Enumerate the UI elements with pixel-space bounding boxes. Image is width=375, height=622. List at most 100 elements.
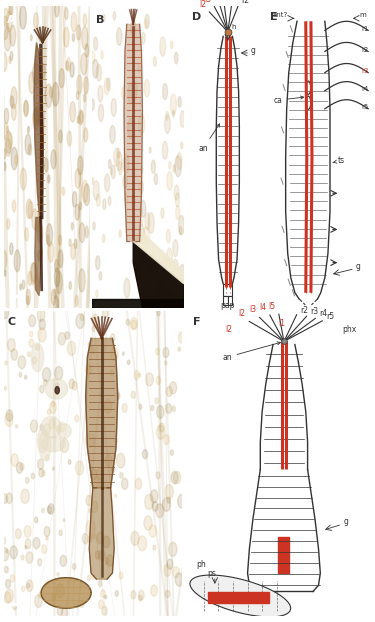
Circle shape [142,32,145,44]
Circle shape [92,178,94,185]
Circle shape [63,519,65,522]
Circle shape [138,65,140,73]
Circle shape [93,60,98,78]
Circle shape [144,516,152,530]
Circle shape [49,419,55,429]
Circle shape [170,382,177,394]
Polygon shape [228,296,232,305]
Circle shape [3,162,6,170]
Circle shape [162,256,166,271]
Circle shape [140,208,142,216]
Circle shape [138,373,141,377]
Circle shape [72,381,77,390]
Circle shape [119,572,123,579]
Circle shape [72,34,75,42]
Circle shape [21,555,24,560]
Circle shape [15,424,18,428]
Circle shape [55,259,58,272]
Circle shape [159,423,164,432]
Circle shape [111,348,118,361]
Circle shape [4,386,6,390]
Circle shape [38,328,46,342]
Text: r1: r1 [234,0,242,2]
Circle shape [59,68,64,88]
Circle shape [28,144,32,156]
Circle shape [29,339,34,347]
Circle shape [115,494,117,498]
Circle shape [116,302,118,312]
Circle shape [96,194,100,207]
Circle shape [166,386,172,397]
Circle shape [8,133,12,149]
Circle shape [119,230,121,237]
Circle shape [105,595,106,599]
Ellipse shape [38,428,48,453]
Circle shape [104,399,112,413]
Circle shape [99,272,102,280]
Circle shape [130,318,137,330]
Circle shape [42,545,46,554]
Circle shape [11,86,17,109]
Circle shape [78,269,85,292]
Circle shape [175,193,180,207]
Circle shape [146,373,153,386]
Text: g: g [251,46,256,55]
Circle shape [19,372,22,377]
Circle shape [34,517,38,522]
Circle shape [80,314,84,320]
Circle shape [157,425,165,439]
Circle shape [20,168,27,190]
Circle shape [122,478,128,490]
Circle shape [96,290,98,297]
Circle shape [151,160,155,174]
Circle shape [131,391,135,399]
Ellipse shape [85,434,94,447]
Text: l5: l5 [268,302,275,311]
Ellipse shape [31,343,44,371]
Circle shape [51,593,56,601]
Circle shape [10,51,13,60]
Circle shape [167,497,171,503]
Polygon shape [89,488,114,579]
Text: r3: r3 [310,307,318,316]
Circle shape [46,580,49,585]
Circle shape [111,98,116,116]
Circle shape [62,187,64,195]
Circle shape [139,225,145,245]
Circle shape [69,282,71,290]
Circle shape [99,600,104,609]
Circle shape [150,490,158,503]
Circle shape [48,504,54,514]
Circle shape [169,161,171,169]
Circle shape [75,295,78,307]
Circle shape [136,263,141,281]
Circle shape [25,228,28,241]
Circle shape [38,459,44,470]
Circle shape [27,583,30,588]
Circle shape [178,332,185,343]
Circle shape [21,489,29,504]
Circle shape [29,315,36,327]
Circle shape [173,259,178,276]
Circle shape [175,156,181,177]
Circle shape [91,501,98,513]
Text: g: g [344,518,349,526]
Circle shape [26,477,29,483]
Circle shape [157,406,164,418]
Circle shape [149,525,156,537]
Text: r3: r3 [361,68,369,74]
Circle shape [75,461,84,475]
Circle shape [58,333,66,345]
Circle shape [46,224,53,246]
Circle shape [117,152,122,170]
Circle shape [164,289,168,300]
Circle shape [58,235,62,246]
Circle shape [40,424,44,430]
Polygon shape [124,24,142,241]
Circle shape [91,347,95,354]
Circle shape [91,99,94,110]
Text: ant?: ant? [272,12,288,18]
Circle shape [44,424,50,435]
Circle shape [10,243,13,255]
Circle shape [75,169,81,188]
